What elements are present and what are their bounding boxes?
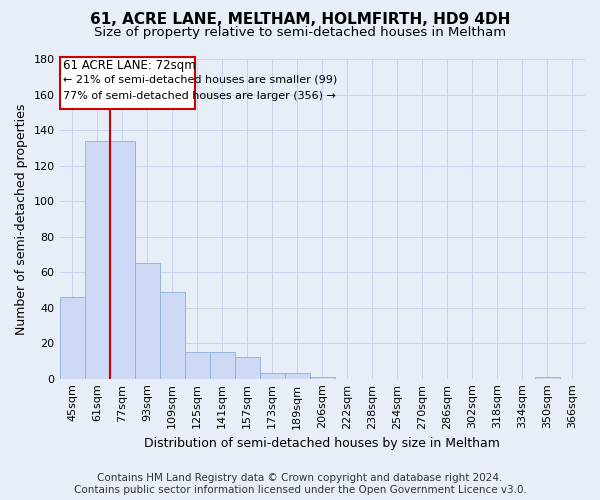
X-axis label: Distribution of semi-detached houses by size in Meltham: Distribution of semi-detached houses by … <box>145 437 500 450</box>
Bar <box>110 140 134 378</box>
Bar <box>310 377 335 378</box>
Bar <box>260 374 285 378</box>
Bar <box>85 140 110 378</box>
Bar <box>285 374 310 378</box>
Text: 77% of semi-detached houses are larger (356) →: 77% of semi-detached houses are larger (… <box>62 91 335 101</box>
Bar <box>185 352 209 378</box>
Bar <box>535 377 560 378</box>
Bar <box>59 297 85 378</box>
Y-axis label: Number of semi-detached properties: Number of semi-detached properties <box>15 103 28 334</box>
Text: Size of property relative to semi-detached houses in Meltham: Size of property relative to semi-detach… <box>94 26 506 39</box>
Bar <box>235 358 260 378</box>
Text: 61, ACRE LANE, MELTHAM, HOLMFIRTH, HD9 4DH: 61, ACRE LANE, MELTHAM, HOLMFIRTH, HD9 4… <box>90 12 510 28</box>
Text: Contains HM Land Registry data © Crown copyright and database right 2024.
Contai: Contains HM Land Registry data © Crown c… <box>74 474 526 495</box>
Bar <box>134 263 160 378</box>
Text: ← 21% of semi-detached houses are smaller (99): ← 21% of semi-detached houses are smalle… <box>62 75 337 85</box>
Bar <box>160 292 185 378</box>
Text: 61 ACRE LANE: 72sqm: 61 ACRE LANE: 72sqm <box>62 59 195 72</box>
FancyBboxPatch shape <box>60 57 194 108</box>
Bar <box>209 352 235 378</box>
